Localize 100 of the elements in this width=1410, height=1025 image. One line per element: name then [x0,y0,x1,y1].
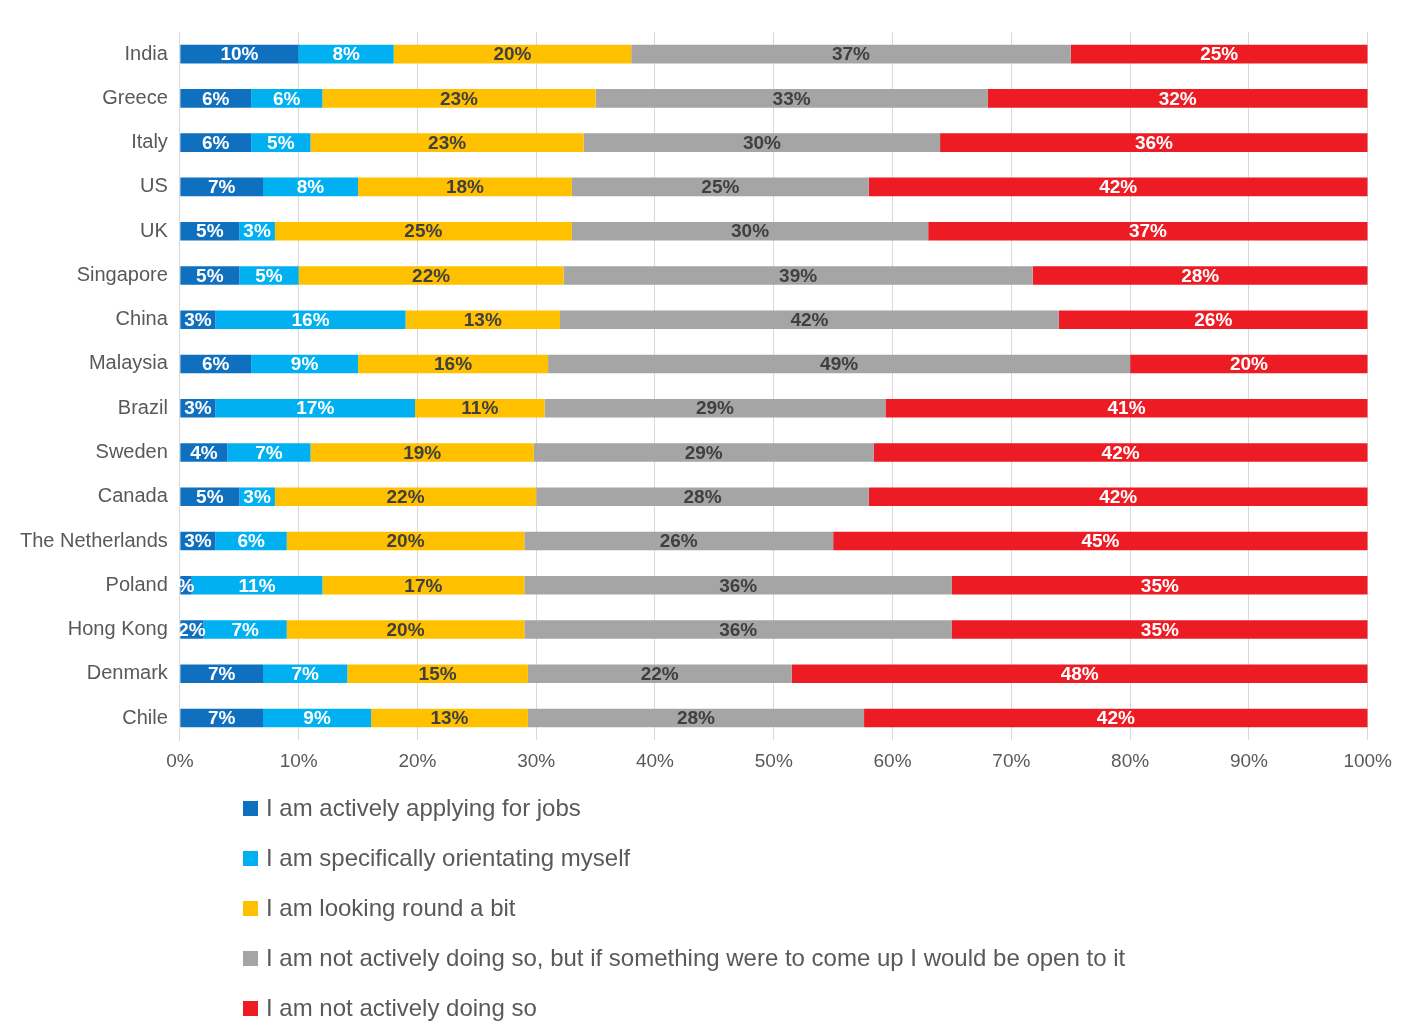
data-label: 6% [202,131,230,153]
bar [405,310,560,329]
data-label: 35% [1140,574,1179,596]
data-label: 23% [428,131,467,153]
bar [833,531,1368,551]
bar [595,89,988,108]
data-label: 19% [403,441,442,463]
bar [940,133,1368,152]
data-label: 20% [386,530,425,552]
bar [559,310,1059,329]
data-label: 16% [291,308,330,330]
bar [274,221,572,241]
data-label: 20% [1229,353,1269,375]
data-label: 7% [255,441,283,463]
data-label: 29% [695,397,735,419]
y-tick-label: Denmark [86,661,169,684]
bar [873,443,1368,462]
y-tick-label: Singapore [76,262,168,285]
data-label: 49% [820,353,859,375]
data-label: 25% [404,220,443,242]
bar [868,487,1368,507]
legend-label: I am specifically orientating myself [266,844,631,872]
y-tick-label: Poland [105,572,168,595]
data-label: 11% [461,397,499,419]
bar [227,443,311,462]
bar [322,89,596,108]
data-label: 13% [430,707,469,729]
bar [951,620,1368,639]
y-tick-label: Hong Kong [67,617,168,640]
data-label: 45% [1081,530,1120,552]
data-label: 3% [184,530,212,552]
bar [928,221,1368,241]
bar [524,531,834,551]
data-label: 30% [742,131,782,153]
data-label: 42% [1099,485,1138,507]
bar [310,443,534,462]
bar [274,487,537,507]
data-label: 9% [303,707,331,729]
bar [571,221,929,241]
data-label: 3% [184,397,212,419]
data-label: 5% [196,485,224,507]
data-label: 39% [779,264,818,286]
bar [215,398,416,418]
x-tick-label: 40% [635,749,675,771]
data-label: 3% [243,485,271,507]
data-label: 20% [386,618,425,640]
bar [864,708,1368,728]
data-label: 6% [273,87,301,109]
data-label: 36% [719,574,758,596]
legend-label: I am not actively doing so, but if something were to come up I would be open to it [266,944,1126,972]
bar [548,354,1131,374]
data-label: 28% [683,485,722,507]
data-label: 48% [1060,663,1099,685]
data-label: 18% [445,176,485,198]
legend-label: I am actively applying for jobs [266,794,581,822]
y-tick-label: India [124,41,169,64]
data-label: 16% [434,353,473,375]
y-tick-label: UK [140,218,169,241]
bar [524,620,952,639]
y-tick-label: Brazil [117,395,168,418]
bar [524,575,952,595]
x-tick-label: 70% [992,749,1031,771]
x-tick-label: 80% [1111,749,1150,771]
data-label: 26% [1194,308,1233,330]
bar [631,44,1071,64]
x-tick-label: 50% [754,749,793,771]
data-label: 5% [196,264,224,286]
data-label: 41% [1107,397,1146,419]
data-label: 29% [684,441,723,463]
bar [885,398,1368,418]
data-label: 30% [731,220,770,242]
data-label: 22% [412,264,451,286]
bar [527,708,865,728]
y-tick-label: China [115,307,169,330]
y-tick-label: US [140,174,168,197]
data-label: 8% [296,176,325,198]
data-label: 25% [701,176,740,198]
y-tick-label: Greece [102,85,168,108]
data-label: 4% [190,441,218,463]
data-label: 5% [255,264,283,286]
bar [310,133,584,152]
bar [533,443,874,462]
y-tick-label: Chile [122,705,168,728]
data-label: 42% [1096,707,1135,729]
data-label: 36% [1134,131,1174,153]
data-label: 35% [1140,618,1179,640]
data-label: 6% [237,530,265,552]
data-label: 5% [267,131,295,153]
data-label: 17% [404,574,443,596]
data-label: 20% [493,43,532,65]
data-label: 6% [202,87,230,109]
data-label: 7% [291,663,320,685]
data-label: 8% [332,43,360,65]
data-label: 13% [463,308,502,330]
bar [563,266,1033,285]
bar [1070,44,1368,64]
data-label: 10% [220,43,259,65]
data-label: 9% [290,353,319,375]
bar [583,133,941,152]
data-label: 23% [439,87,479,109]
